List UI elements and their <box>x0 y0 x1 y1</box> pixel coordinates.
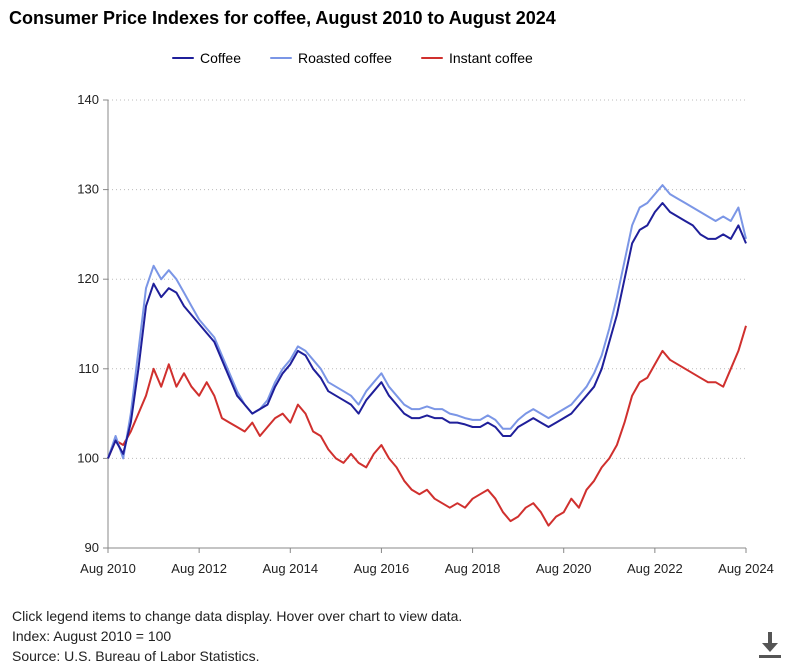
y-tick-label: 90 <box>85 540 99 555</box>
y-tick-label: 120 <box>77 271 99 286</box>
x-tick-label: Aug 2014 <box>262 561 318 576</box>
y-tick-label: 140 <box>77 92 99 107</box>
y-tick-label: 100 <box>77 450 99 465</box>
series-line-roasted-coffee[interactable] <box>107 184 747 460</box>
y-tick-label: 130 <box>77 182 99 197</box>
x-tick-label: Aug 2010 <box>80 561 136 576</box>
x-tick-label: Aug 2012 <box>171 561 227 576</box>
legend-item-instant-coffee[interactable]: Instant coffee <box>421 50 533 66</box>
x-tick-label: Aug 2024 <box>718 561 774 576</box>
chart-title: Consumer Price Indexes for coffee, Augus… <box>9 8 556 28</box>
footer-source: Source: U.S. Bureau of Labor Statistics. <box>12 648 260 664</box>
x-tick-label: Aug 2020 <box>536 561 592 576</box>
legend-swatch-roasted-coffee <box>270 57 292 59</box>
legend-item-roasted-coffee[interactable]: Roasted coffee <box>270 50 392 66</box>
legend-item-coffee[interactable]: Coffee <box>172 50 241 66</box>
legend-swatch-instant-coffee <box>421 57 443 59</box>
series-line-instant-coffee[interactable] <box>107 325 747 527</box>
legend-label-coffee: Coffee <box>200 50 241 66</box>
line-chart[interactable]: 90 100 110 120 130 140 Aug 2010 Aug 2012 Aug 201… <box>0 80 800 590</box>
chart-legend: Coffee Roasted coffee Instant coffee <box>0 48 800 70</box>
x-tick-label: Aug 2022 <box>627 561 683 576</box>
footer-index-note: Index: August 2010 = 100 <box>12 628 172 644</box>
series-line-coffee[interactable] <box>107 202 747 459</box>
legend-label-roasted-coffee: Roasted coffee <box>298 50 392 66</box>
x-tick-label: Aug 2016 <box>354 561 410 576</box>
download-icon[interactable] <box>756 630 784 660</box>
footer-instructions: Click legend items to change data displa… <box>12 608 463 624</box>
legend-swatch-coffee <box>172 57 194 59</box>
y-tick-label: 110 <box>78 361 99 376</box>
legend-label-instant-coffee: Instant coffee <box>449 50 533 66</box>
x-tick-label: Aug 2018 <box>445 561 501 576</box>
